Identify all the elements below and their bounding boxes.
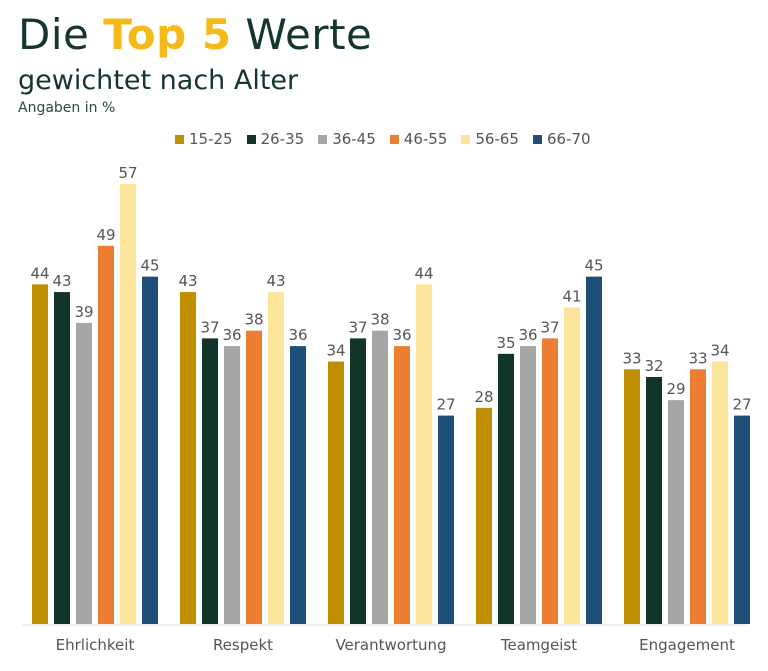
data-label: 32 [644, 357, 663, 375]
bar-Respekt-56-65 [268, 292, 284, 624]
data-label: 34 [326, 342, 345, 360]
legend-item-66-70: 66-70 [532, 130, 591, 148]
legend-item-56-65: 56-65 [461, 130, 519, 148]
bar-Teamgeist-36-45 [520, 346, 536, 624]
bar-Verantwortung-46-55 [394, 346, 410, 624]
data-label: 57 [118, 164, 137, 182]
data-label: 45 [140, 257, 159, 275]
legend-item-26-35: 26-35 [246, 130, 305, 148]
title-part: Werte [231, 10, 373, 59]
data-label: 43 [52, 272, 71, 290]
bar-Teamgeist-56-65 [564, 307, 580, 624]
data-label: 43 [266, 272, 285, 290]
legend: 15-25 26-35 36-45 46-55 56-65 66-70 [175, 130, 591, 148]
bar-Ehrlichkeit-56-65 [120, 184, 136, 624]
bar-Verantwortung-15-25 [328, 361, 344, 624]
legend-label: 46-55 [403, 130, 448, 148]
title-highlight: Top 5 [103, 10, 232, 59]
data-label: 43 [178, 272, 197, 290]
legend-label: 15-25 [189, 130, 233, 148]
bar-Engagement-36-45 [668, 400, 684, 624]
legend-swatch [318, 134, 328, 144]
legend-label: 36-45 [332, 130, 376, 148]
legend-swatch [389, 134, 399, 144]
data-label: 41 [562, 288, 581, 306]
data-label: 28 [474, 388, 493, 406]
data-label: 27 [732, 396, 751, 414]
unit-note: Angaben in % [18, 100, 116, 116]
chart-subtitle: gewichtet nach Alter [18, 65, 299, 96]
legend-swatch [175, 134, 184, 144]
data-label: 38 [370, 311, 389, 329]
category-label: Respekt [213, 636, 273, 654]
legend-item-15-25: 15-25 [175, 130, 233, 148]
data-label: 38 [244, 311, 263, 329]
data-label: 33 [688, 349, 707, 367]
legend-label: 66-70 [546, 130, 591, 148]
data-label: 44 [30, 264, 49, 282]
data-label: 36 [288, 326, 307, 344]
data-label: 37 [540, 318, 559, 336]
data-label: 44 [414, 264, 433, 282]
bar-Verantwortung-56-65 [416, 284, 432, 624]
bar-Engagement-26-35 [646, 376, 662, 624]
data-label: 49 [96, 226, 115, 244]
bar-Teamgeist-46-55 [542, 338, 558, 624]
legend-label: 26-35 [260, 130, 305, 148]
data-label: 35 [496, 334, 515, 352]
data-label: 34 [710, 342, 729, 360]
bar-Respekt-26-35 [202, 338, 218, 624]
legend-swatch [246, 134, 256, 144]
bar-Verantwortung-66-70 [438, 415, 454, 624]
data-label: 36 [222, 326, 241, 344]
bar-Respekt-66-70 [290, 346, 306, 624]
data-label: 36 [392, 326, 411, 344]
legend-swatch [532, 134, 542, 144]
legend-item-36-45: 36-45 [318, 130, 376, 148]
bar-Verantwortung-26-35 [350, 338, 366, 624]
bar-Engagement-15-25 [624, 369, 640, 624]
title-part: Die [18, 10, 104, 59]
bar-Engagement-46-55 [690, 369, 706, 624]
legend-swatch [461, 134, 471, 144]
bar-Ehrlichkeit-46-55 [98, 245, 114, 624]
data-label: 29 [666, 380, 685, 398]
category-label: Teamgeist [500, 636, 577, 654]
bar-Engagement-56-65 [712, 361, 728, 624]
data-label: 33 [622, 349, 641, 367]
bar-Engagement-66-70 [734, 415, 750, 624]
category-label: Engagement [639, 636, 735, 654]
data-label: 39 [74, 303, 93, 321]
legend-item-46-55: 46-55 [389, 130, 448, 148]
bar-Ehrlichkeit-26-35 [54, 292, 70, 624]
data-label: 45 [584, 257, 603, 275]
bar-Respekt-15-25 [180, 292, 196, 624]
data-label: 36 [518, 326, 537, 344]
bar-Respekt-46-55 [246, 330, 262, 624]
data-label: 27 [436, 396, 455, 414]
bar-Respekt-36-45 [224, 346, 240, 624]
category-label: Ehrlichkeit [56, 636, 135, 654]
category-label: Verantwortung [335, 636, 446, 654]
data-label: 37 [200, 318, 219, 336]
bar-Ehrlichkeit-66-70 [142, 276, 158, 624]
chart-title: Die Top 5 Werte [18, 8, 372, 62]
bar-Teamgeist-66-70 [586, 276, 602, 624]
bar-Teamgeist-15-25 [476, 407, 492, 624]
bar-Ehrlichkeit-15-25 [32, 284, 48, 624]
legend-label: 56-65 [475, 130, 519, 148]
bar-Verantwortung-36-45 [372, 330, 388, 624]
bar-Ehrlichkeit-36-45 [76, 322, 92, 624]
bar-Teamgeist-26-35 [498, 353, 514, 624]
data-label: 37 [348, 318, 367, 336]
